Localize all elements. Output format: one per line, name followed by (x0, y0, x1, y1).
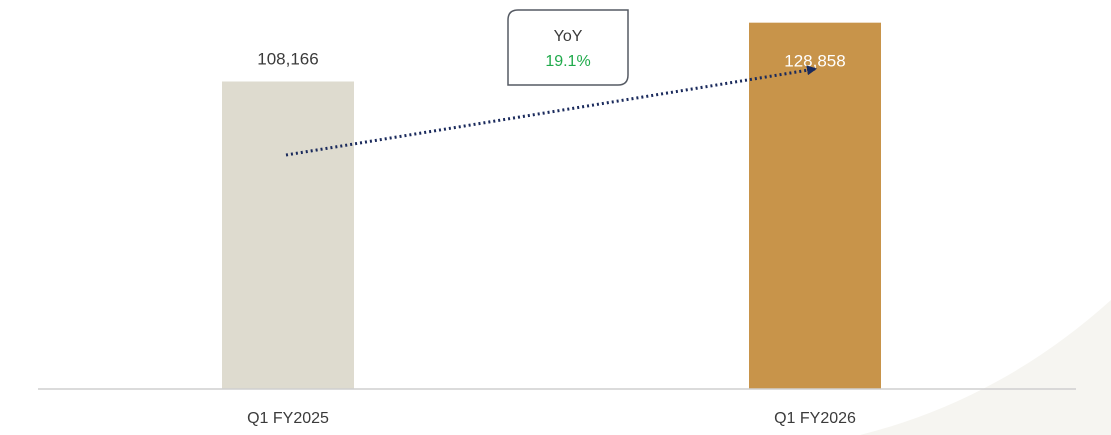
data-label-2: 128,858 (784, 52, 845, 71)
yoy-annotation: YoY 19.1% (285, 9, 817, 157)
yoy-title: YoY (554, 28, 583, 45)
labels-layer: 108,166 Q1 FY2025 128,858 Q1 FY2026 (247, 49, 856, 427)
yoy-arrow (285, 65, 817, 157)
bar-2 (749, 22, 881, 390)
bars-layer (222, 22, 881, 390)
background-decoration (860, 300, 1111, 435)
yoy-value: 19.1% (545, 53, 590, 70)
x-tick-label-2: Q1 FY2026 (774, 410, 856, 427)
yoy-callout-box (507, 9, 629, 86)
x-tick-label-1: Q1 FY2025 (247, 410, 329, 427)
bar-1 (222, 81, 354, 389)
data-label-1: 108,166 (257, 49, 318, 68)
